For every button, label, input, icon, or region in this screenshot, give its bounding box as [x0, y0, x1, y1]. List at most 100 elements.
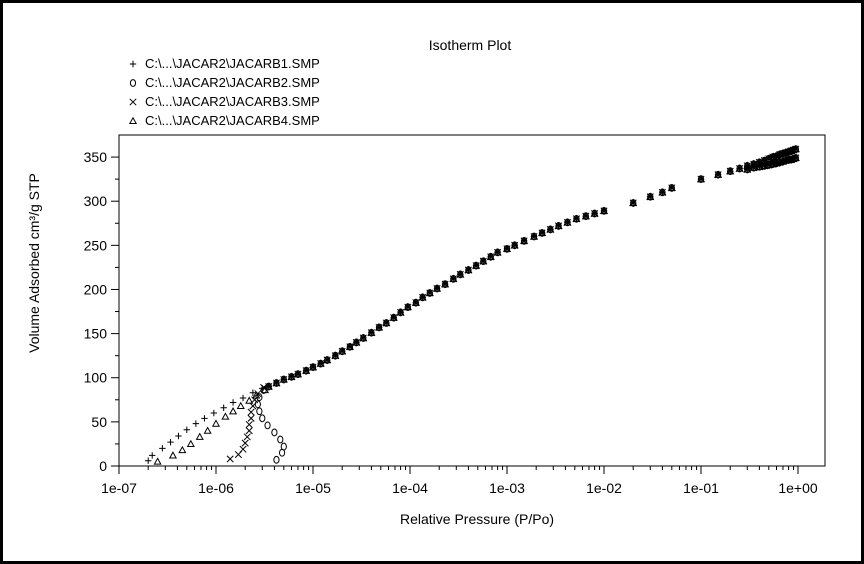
- trend-point-triangle: [264, 382, 273, 390]
- data-point-x: [249, 402, 257, 410]
- trend-point-triangle: [345, 342, 354, 350]
- desorption-point-triangle: [760, 161, 769, 169]
- trend-point-triangle: [667, 183, 676, 192]
- trend-point-triangle: [403, 302, 412, 311]
- x-axis-label: Relative Pressure (P/Po): [400, 511, 554, 527]
- data-point-plus: [167, 438, 174, 446]
- data-point-triangle: [186, 439, 195, 447]
- data-point-x: [254, 390, 262, 398]
- trend-point-triangle: [696, 174, 706, 183]
- trend-point-triangle: [367, 328, 376, 336]
- legend-label: C:\...\JACAR2\JACARB4.SMP: [145, 113, 320, 128]
- legend-label: C:\...\JACAR2\JACARB1.SMP: [145, 56, 320, 71]
- trend-point-triangle: [323, 355, 332, 364]
- data-point-plus: [229, 399, 237, 406]
- data-point-x: [245, 420, 253, 429]
- data-point-x: [247, 408, 255, 416]
- data-point-triangle: [260, 385, 270, 394]
- data-point-plus: [192, 420, 200, 427]
- y-tick-label: 100: [84, 370, 108, 386]
- data-marks: [145, 144, 800, 465]
- trend-point-triangle: [308, 362, 318, 371]
- plot-area: [118, 134, 826, 467]
- data-point-plus: [145, 457, 152, 464]
- y-axis-label: Volume Adsorbed cm³/g STP: [26, 173, 42, 353]
- trend-point-triangle: [293, 369, 303, 378]
- data-point-triangle: [245, 396, 254, 404]
- desorption-point-triangle: [749, 163, 758, 171]
- data-point-x: [243, 433, 251, 441]
- x-tick-label: 1e-03: [489, 480, 525, 496]
- data-point-plus: [175, 432, 182, 440]
- data-point-x: [239, 445, 247, 453]
- trend-point-triangle: [472, 261, 481, 269]
- trend-point-triangle: [581, 211, 590, 220]
- data-point-circle: [277, 435, 284, 444]
- data-point-plus: [183, 426, 190, 434]
- trend-point-triangle: [493, 248, 502, 256]
- data-point-circle: [280, 442, 287, 451]
- trend-point-triangle: [411, 298, 420, 306]
- data-point-triangle: [153, 457, 162, 465]
- data-point-triangle: [252, 391, 261, 399]
- x-tick-label: 1e-06: [198, 480, 234, 496]
- trend-point-triangle: [486, 252, 495, 260]
- data-point-plus: [201, 415, 208, 422]
- trend-point-triangle: [646, 192, 655, 200]
- x-tick-label: 1e-05: [295, 480, 331, 496]
- trend-point-triangle: [331, 351, 340, 359]
- data-point-triangle: [221, 412, 230, 420]
- x-tick-label: 1e-02: [586, 480, 622, 496]
- data-point-triangle: [203, 426, 212, 434]
- data-point-triangle: [236, 401, 245, 410]
- trend-point-triangle: [338, 347, 347, 355]
- data-point-plus: [159, 445, 166, 452]
- legend-label: C:\...\JACAR2\JACARB3.SMP: [145, 94, 320, 109]
- data-point-triangle: [168, 451, 178, 459]
- y-axis: 0 50 100 150 200 250 300 350: [84, 149, 119, 474]
- trend-point-triangle: [520, 236, 529, 244]
- data-point-circle: [256, 407, 263, 416]
- trend-point-triangle: [418, 293, 427, 301]
- trend-point-triangle: [389, 313, 398, 321]
- trend-point-triangle: [449, 274, 458, 282]
- data-point-plus: [149, 452, 156, 459]
- trend-point-triangle: [432, 284, 442, 292]
- data-point-triangle: [178, 445, 187, 454]
- x-tick-label: 1e-01: [683, 480, 719, 496]
- y-tick-label: 300: [84, 193, 108, 209]
- trend-point-triangle: [272, 378, 281, 387]
- y-tick-label: 50: [91, 414, 107, 430]
- data-point-x: [245, 427, 253, 435]
- trend-point-triangle: [479, 256, 488, 265]
- data-point-plus: [220, 404, 227, 411]
- trend-point-triangle: [529, 232, 539, 240]
- trend-point-triangle: [302, 366, 311, 374]
- data-point-plus: [239, 394, 247, 402]
- y-tick-label: 250: [84, 237, 108, 253]
- trend-point-triangle: [464, 265, 473, 274]
- trend-point-triangle: [563, 218, 572, 226]
- trend-point-triangle: [510, 241, 519, 249]
- data-point-circle: [264, 421, 271, 430]
- data-point-circle: [259, 414, 266, 423]
- trend-point-triangle: [425, 288, 434, 297]
- trend-point-triangle: [791, 144, 800, 153]
- trend-point-triangle: [396, 308, 405, 316]
- isotherm-chart: Isotherm Plot C:\...\JACAR2\JACARB1.SMP C…: [26, 37, 826, 527]
- trend-point-triangle: [538, 228, 547, 237]
- data-point-x: [226, 455, 234, 463]
- chart-title: Isotherm Plot: [429, 37, 512, 53]
- trend-point-triangle: [714, 170, 723, 178]
- y-tick-label: 150: [84, 326, 108, 342]
- trend-point-triangle: [599, 206, 609, 214]
- data-point-plus: [249, 389, 257, 396]
- y-tick-label: 0: [99, 458, 107, 474]
- trend-point-triangle: [316, 359, 325, 367]
- data-point-plus: [210, 409, 218, 417]
- legend-marker-circle: [129, 79, 137, 87]
- trend-point-triangle: [546, 225, 555, 233]
- x-axis: 1e-07 1e-06 1e-05 1e-04 1e-03 1e-02 1e-01 1e+00: [101, 466, 818, 496]
- trend-point-triangle: [554, 221, 563, 229]
- legend-marker-x: [129, 98, 137, 106]
